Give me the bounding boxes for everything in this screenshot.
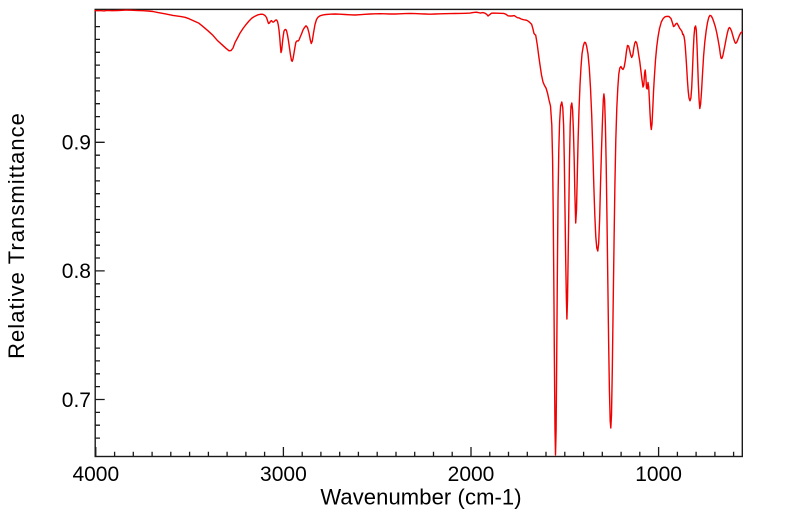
svg-text:2000: 2000 — [448, 463, 495, 486]
svg-text:4000: 4000 — [72, 463, 119, 486]
svg-text:0.8: 0.8 — [62, 260, 91, 283]
svg-text:0.7: 0.7 — [62, 389, 91, 412]
svg-text:Wavenumber (cm-1): Wavenumber (cm-1) — [320, 485, 521, 510]
svg-text:Relative Transmittance: Relative Transmittance — [4, 112, 29, 359]
svg-text:3000: 3000 — [260, 463, 307, 486]
svg-text:1000: 1000 — [635, 463, 682, 486]
svg-text:0.9: 0.9 — [62, 132, 91, 155]
